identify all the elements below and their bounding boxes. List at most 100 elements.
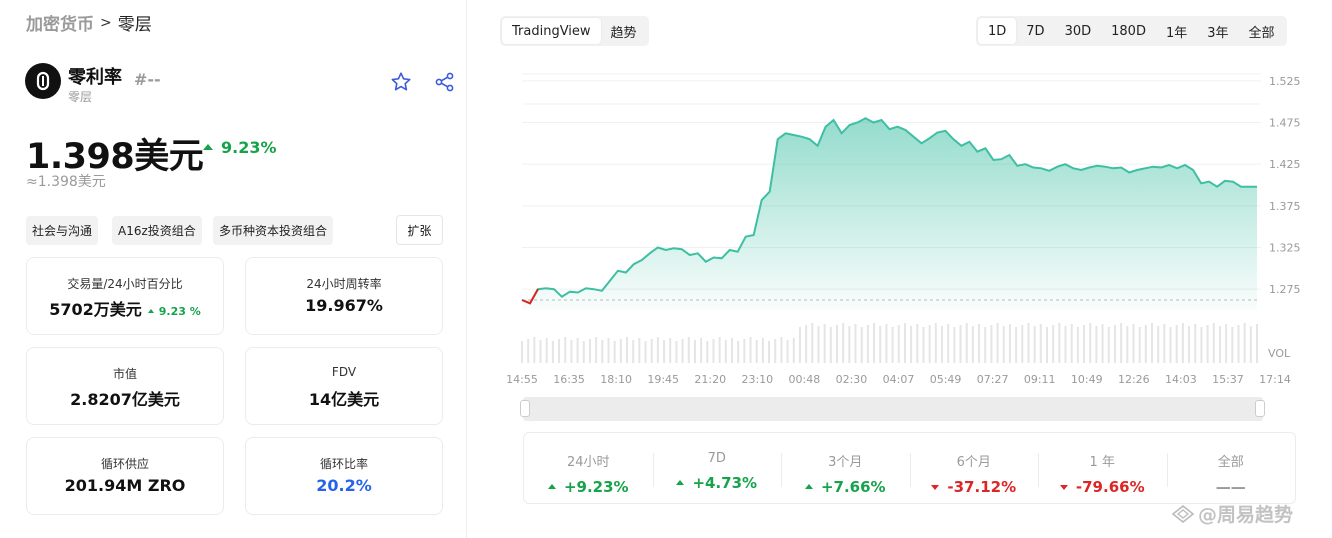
volume-bar — [700, 338, 703, 363]
x-tick-label: 07:27 — [977, 373, 1009, 386]
volume-bar — [1181, 323, 1184, 363]
volume-bar — [848, 326, 851, 363]
perf-1y: 1 年 -79.66% — [1038, 433, 1167, 503]
perf-7d: 7D +4.73% — [652, 433, 782, 503]
range-tab-1y[interactable]: 1年 — [1165, 25, 1188, 41]
chart-source-tabs: TradingView 趋势 — [500, 16, 649, 46]
x-tick-label: 21:20 — [694, 373, 726, 386]
volume-bar — [533, 337, 536, 363]
volume-bar — [1144, 325, 1147, 363]
volume-bar — [959, 325, 962, 363]
tab-trend[interactable]: 趋势 — [610, 25, 637, 41]
share-icon[interactable] — [433, 70, 457, 94]
perf-label: 1 年 — [1089, 455, 1115, 470]
volume-bar — [1033, 326, 1036, 363]
watermark-text: @周易趋势 — [1198, 504, 1294, 526]
stat-label: 循环供应 — [100, 457, 149, 471]
perf-value: +9.23% — [524, 478, 653, 496]
perf-3m: 3个月 +7.66% — [781, 433, 910, 503]
price-change: 9.23% — [203, 138, 277, 157]
volume-bar — [718, 337, 721, 363]
volume-bars — [521, 323, 1258, 363]
volume-value: 5702万美元 — [49, 300, 142, 319]
x-tick-label: 19:45 — [647, 373, 679, 386]
tag-a16z[interactable]: A16z投资组合 — [112, 216, 202, 245]
perf-6m: 6个月 -37.12% — [909, 433, 1039, 503]
volume-bar — [811, 323, 814, 363]
price-approx: ≈1.398美元 — [26, 174, 106, 190]
volume-bar — [1237, 325, 1240, 363]
y-tick-label: 1.475 — [1269, 117, 1301, 130]
volume-bar — [774, 339, 777, 363]
x-tick-label: 17:14 — [1259, 373, 1291, 386]
volume-bar — [829, 327, 832, 363]
tab-tradingview[interactable]: TradingView — [502, 18, 601, 44]
volume-bar — [928, 325, 931, 363]
x-tick-label: 14:55 — [506, 373, 538, 386]
perf-value-text: +7.66% — [820, 478, 886, 496]
stat-label: FDV — [331, 365, 357, 379]
stat-value: 2.8207亿美元 — [70, 390, 180, 409]
range-tab-3y[interactable]: 3年 — [1207, 25, 1229, 41]
y-tick-label: 1.425 — [1269, 158, 1301, 171]
volume-bar — [805, 325, 808, 363]
perf-value-text: +9.23% — [563, 478, 629, 496]
range-tab-180d[interactable]: 180D — [1111, 23, 1146, 39]
range-tab-1d[interactable]: 1D — [978, 18, 1017, 44]
stat-value: 19.967% — [305, 296, 383, 315]
perf-24h: 24小时 +9.23% — [524, 433, 653, 503]
volume-bar — [755, 340, 758, 363]
y-tick-label: 1.375 — [1269, 200, 1301, 213]
volume-bar — [910, 326, 913, 363]
volume-bar — [558, 339, 561, 363]
range-tab-all[interactable]: 全部 — [1248, 25, 1275, 41]
volume-bar — [1089, 323, 1092, 363]
layerzero-logo-icon — [36, 71, 50, 91]
volume-bar — [1175, 325, 1178, 363]
range-slider-right-handle[interactable] — [1255, 400, 1265, 417]
volume-bar — [1052, 325, 1055, 363]
stat-value: 5702万美元 9.23 % — [27, 296, 223, 320]
volume-bar — [632, 340, 635, 363]
volume-bar — [953, 327, 956, 363]
x-tick-label: 16:35 — [553, 373, 585, 386]
x-tick-label: 12:26 — [1118, 373, 1150, 386]
y-axis: 1.525 1.475 1.425 1.375 1.325 1.275 — [1269, 75, 1301, 296]
breadcrumb-root-link[interactable]: 加密货币 — [26, 15, 94, 35]
volume-bar — [891, 327, 894, 363]
volume-bar — [1163, 324, 1166, 363]
stat-label: 市值 — [112, 367, 137, 381]
price-chart[interactable]: 1.525 1.475 1.425 1.375 1.325 1.275 14:55 16:3… — [467, 60, 1332, 390]
volume-bar — [996, 323, 999, 363]
volume-bar — [521, 341, 523, 363]
down-arrow-icon — [931, 485, 940, 490]
volume-bar — [595, 337, 598, 363]
up-arrow-icon — [804, 484, 813, 489]
price-line — [521, 117, 1257, 305]
volume-bar — [873, 323, 876, 363]
volume-bar — [1249, 326, 1252, 363]
volume-bar — [1039, 324, 1042, 363]
perf-value: -37.12% — [910, 478, 1039, 496]
x-tick-label: 10:49 — [1071, 373, 1103, 386]
volume-bar — [922, 327, 925, 363]
x-tick-label: 15:37 — [1212, 373, 1244, 386]
range-tab-7d[interactable]: 7D — [1026, 23, 1045, 39]
volume-axis-label: VOL — [1268, 347, 1291, 360]
tag-social[interactable]: 社会与沟通 — [26, 216, 99, 245]
watermark-logo-icon — [1172, 504, 1194, 523]
favorite-star-icon[interactable] — [389, 70, 413, 94]
volume-bar — [1218, 326, 1221, 363]
expand-tags-button[interactable]: 扩张 — [396, 215, 443, 245]
stat-label: 循环比率 — [319, 457, 368, 471]
perf-label: 6个月 — [956, 455, 991, 470]
watermark: @周易趋势 — [1172, 500, 1293, 527]
range-slider-left-handle[interactable] — [520, 400, 530, 417]
range-tab-30d[interactable]: 30D — [1064, 23, 1092, 39]
range-tabs: 1D 7D 30D 180D 1年 3年 全部 — [976, 16, 1287, 46]
x-tick-label: 14:03 — [1165, 373, 1197, 386]
volume-bar — [638, 338, 641, 363]
volume-bar — [626, 337, 628, 363]
tag-multicoin[interactable]: 多币种资本投资组合 — [213, 216, 334, 245]
range-slider-track[interactable] — [523, 397, 1263, 421]
